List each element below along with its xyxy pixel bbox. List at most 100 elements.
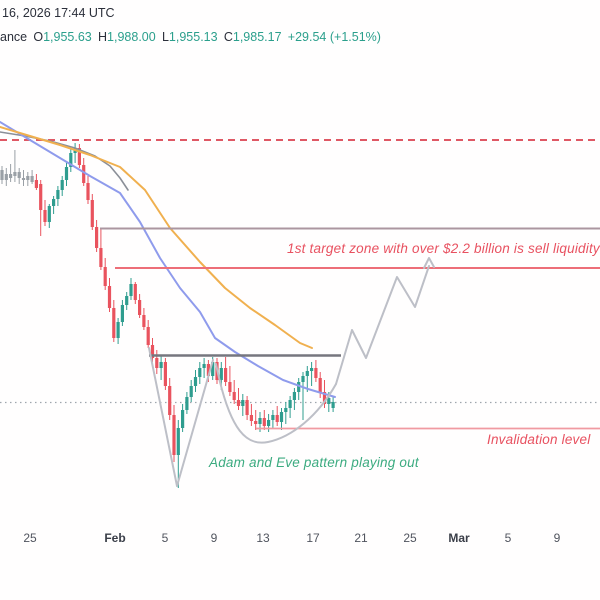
- x-axis-label: 13: [256, 531, 270, 545]
- candle: [163, 358, 167, 390]
- candle: [0, 166, 4, 184]
- x-axis-label: 5: [161, 531, 169, 545]
- pattern-overlay-group: [148, 257, 435, 487]
- candle: [193, 370, 198, 392]
- candle: [297, 378, 301, 400]
- projection-arrowhead[interactable]: [423, 257, 435, 269]
- x-axis-label: Mar: [448, 531, 470, 545]
- candle: [9, 164, 13, 182]
- candle: [189, 380, 193, 402]
- candle: [52, 196, 56, 214]
- candle: [107, 278, 112, 312]
- candle: [310, 362, 314, 386]
- ma-mid-blue: [0, 121, 336, 398]
- levels-behind-group: [0, 139, 600, 404]
- symbol-fragment: ance: [0, 30, 28, 44]
- high-value: 1,988.00: [107, 30, 156, 44]
- candle: [90, 194, 94, 230]
- x-axis-label: 21: [354, 531, 368, 545]
- chart-datetime: 16, 2026 17:44 UTC: [2, 6, 115, 20]
- candle: [73, 143, 77, 163]
- candle: [129, 278, 133, 300]
- candle: [159, 356, 163, 380]
- projection-zigzag[interactable]: [335, 265, 430, 385]
- candle: [292, 388, 296, 410]
- candle: [26, 172, 30, 186]
- candle: [86, 176, 90, 204]
- ma-slow-orange: [0, 126, 313, 349]
- candle: [241, 394, 245, 416]
- candle: [47, 204, 51, 228]
- x-axis-label: 17: [306, 531, 320, 545]
- candle: [314, 360, 318, 382]
- candle: [99, 228, 103, 270]
- candle: [39, 180, 43, 236]
- candle: [185, 392, 189, 414]
- candle: [245, 396, 249, 420]
- candle: [155, 350, 159, 374]
- x-axis[interactable]: 25 Feb 5 9 13 17 21 25 Mar 5 9: [0, 531, 600, 551]
- x-axis-label: 25: [403, 531, 417, 545]
- candle: [125, 292, 129, 310]
- candle: [150, 338, 155, 362]
- candle: [288, 396, 292, 418]
- candle: [4, 168, 8, 186]
- candle: [232, 380, 236, 404]
- candle: [95, 220, 99, 252]
- invalidation-annotation: Invalidation level: [487, 432, 591, 447]
- ohlc-bar: ance O1,955.63 H1,988.00 L1,955.13 C1,98…: [0, 30, 381, 44]
- candle: [77, 144, 81, 168]
- candle: [64, 162, 69, 186]
- candle: [30, 170, 34, 184]
- candles-group: [0, 143, 335, 488]
- close-value: 1,985.17: [232, 30, 282, 44]
- candle: [34, 174, 38, 190]
- adam-v-shape[interactable]: [148, 347, 214, 487]
- candle: [181, 404, 185, 432]
- candle: [271, 410, 275, 428]
- candle: [176, 420, 180, 488]
- candle: [69, 148, 73, 172]
- pattern-annotation: Adam and Eve pattern playing out: [209, 455, 419, 470]
- candle: [13, 150, 17, 182]
- candle: [133, 282, 137, 304]
- high-label: H: [98, 30, 108, 44]
- candle: [228, 366, 232, 396]
- eve-rounded-bottom[interactable]: [215, 363, 337, 444]
- x-axis-label: 9: [553, 531, 561, 545]
- candle: [318, 372, 322, 398]
- candle: [305, 366, 309, 392]
- candle: [138, 294, 142, 318]
- ma-fast-gray: [0, 131, 129, 191]
- candle: [21, 170, 26, 186]
- candle: [172, 405, 176, 462]
- open-label: O: [33, 30, 44, 44]
- candle: [168, 378, 172, 420]
- candle: [224, 357, 228, 386]
- candle: [103, 258, 107, 290]
- candle: [112, 300, 116, 342]
- candle: [262, 410, 266, 430]
- candle: [198, 362, 202, 384]
- candle: [60, 176, 64, 196]
- candle: [249, 404, 253, 426]
- candle: [116, 318, 120, 344]
- x-axis-label: 25: [23, 531, 37, 545]
- candle: [275, 406, 279, 426]
- candle: [142, 308, 146, 330]
- candle: [284, 402, 288, 424]
- target-zone-annotation: 1st target zone with over $2.2 billion i…: [287, 241, 600, 256]
- x-axis-label: 5: [504, 531, 512, 545]
- candle: [331, 396, 335, 412]
- low-label: L: [161, 30, 169, 44]
- candle: [43, 200, 47, 226]
- candle: [202, 358, 206, 378]
- candle: [146, 320, 150, 348]
- change-value: +29.54 (+1.51%): [287, 30, 381, 44]
- x-axis-label: Feb: [104, 531, 126, 545]
- candle: [236, 388, 241, 410]
- candle: [17, 168, 21, 184]
- candle: [120, 300, 124, 326]
